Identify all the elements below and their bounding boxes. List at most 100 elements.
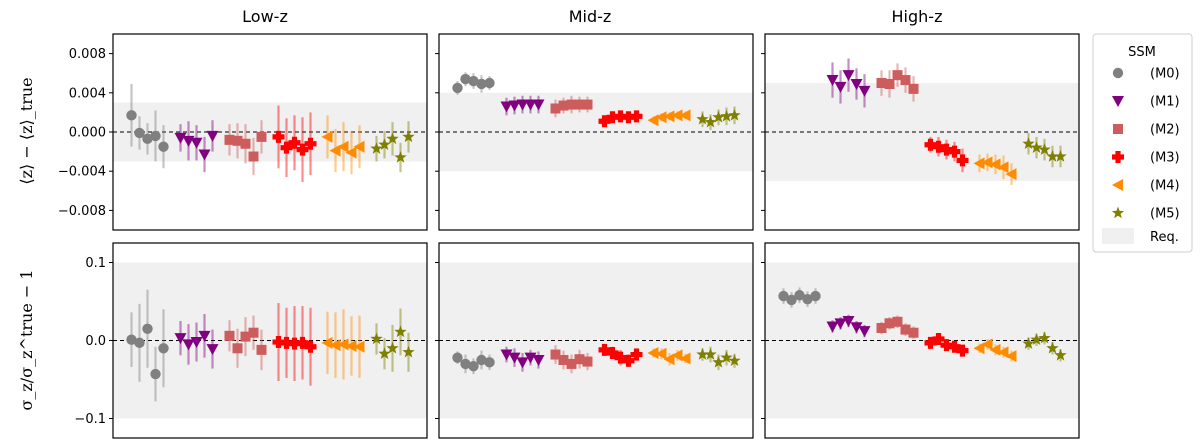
data-point xyxy=(712,355,725,368)
ylabel-top: ⟨z⟩ − ⟨z⟩_true xyxy=(17,77,36,184)
data-point xyxy=(1022,337,1035,349)
data-point xyxy=(134,127,145,139)
data-point xyxy=(1038,143,1051,155)
data-point xyxy=(174,333,187,345)
data-point xyxy=(142,323,153,334)
data-point xyxy=(614,351,627,364)
data-point xyxy=(973,342,985,355)
data-point xyxy=(598,343,611,356)
data-point xyxy=(304,137,317,150)
data-point xyxy=(842,316,855,327)
data-point xyxy=(550,103,561,114)
data-point xyxy=(606,111,619,124)
data-point xyxy=(345,339,357,352)
data-point xyxy=(997,346,1009,359)
data-point xyxy=(940,339,953,352)
data-point xyxy=(532,355,545,366)
data-point xyxy=(826,321,839,333)
data-point xyxy=(663,353,675,366)
data-point xyxy=(728,354,741,367)
data-point xyxy=(679,352,691,365)
data-point xyxy=(956,154,969,167)
data-point xyxy=(272,336,285,349)
data-point xyxy=(484,77,495,89)
data-point xyxy=(337,140,349,153)
legend-band-swatch xyxy=(1102,228,1134,244)
legend-marker xyxy=(1112,96,1124,107)
data-point xyxy=(566,358,577,369)
legend-items: (M0) (M1) (M2) (M3) (M4) (M5) xyxy=(1111,67,1180,222)
data-point xyxy=(924,336,937,349)
data-point xyxy=(256,344,267,355)
data-point xyxy=(892,70,903,81)
data-point xyxy=(370,142,383,154)
legend-band-label: Req. xyxy=(1150,230,1179,245)
data-point xyxy=(532,99,545,111)
data-point xyxy=(378,138,391,150)
data-point xyxy=(460,73,471,85)
data-point xyxy=(1054,348,1067,361)
data-point xyxy=(516,357,529,369)
data-point xyxy=(142,133,153,145)
data-point xyxy=(614,110,627,123)
y-tick-label: 0.1 xyxy=(85,256,106,271)
data-point xyxy=(679,109,691,122)
data-point xyxy=(786,294,797,306)
data-point xyxy=(850,78,863,90)
data-point xyxy=(198,330,211,342)
data-point xyxy=(460,358,471,370)
data-point xyxy=(924,138,937,151)
data-point xyxy=(582,99,593,110)
legend: SSM (M0) (M1) (M2) (M3) (M4) (M5) Req. xyxy=(1092,33,1193,253)
data-point xyxy=(345,146,357,159)
data-point xyxy=(353,340,365,353)
data-point xyxy=(574,99,585,110)
data-point xyxy=(126,110,137,121)
panel-title-high: High-z xyxy=(892,7,943,26)
data-point xyxy=(582,356,593,367)
legend-label: (M1) xyxy=(1150,95,1180,110)
data-point xyxy=(500,349,513,361)
panel-title-low: Low-z xyxy=(242,7,288,26)
panel-r1-c2 xyxy=(761,242,1080,439)
data-point xyxy=(647,346,659,359)
data-point xyxy=(655,347,667,360)
data-point xyxy=(720,351,733,363)
legend-marker xyxy=(1113,124,1123,134)
data-point xyxy=(296,336,309,349)
data-point xyxy=(190,337,203,349)
panel-r1-c1 xyxy=(435,242,754,439)
data-point xyxy=(932,332,945,345)
data-point xyxy=(248,151,259,162)
ylabel-bottom: σ_z/σ_z^true − 1 xyxy=(17,269,36,410)
data-point xyxy=(182,339,195,351)
data-point xyxy=(574,354,585,365)
data-point xyxy=(329,144,341,157)
data-point xyxy=(558,100,569,111)
data-point xyxy=(940,143,953,156)
legend-label: (M3) xyxy=(1150,151,1180,166)
legend-label: (M2) xyxy=(1150,123,1180,138)
data-point xyxy=(802,293,813,305)
data-point xyxy=(720,109,733,122)
data-point xyxy=(981,156,993,169)
data-point xyxy=(508,352,521,364)
data-point xyxy=(622,111,635,124)
data-point xyxy=(337,338,349,351)
data-point xyxy=(1046,341,1059,354)
data-point xyxy=(948,145,961,158)
data-point xyxy=(198,149,211,161)
data-point xyxy=(671,109,683,122)
data-point xyxy=(386,132,399,145)
data-point xyxy=(842,70,855,82)
data-point xyxy=(288,337,301,350)
panels-group: −0.008 −0.004 0.000 0.004 0.008 −0.1 0.0 0.1 xyxy=(58,33,1080,439)
data-point xyxy=(876,323,887,334)
data-point xyxy=(1054,150,1067,162)
legend-marker xyxy=(1111,206,1125,219)
data-point xyxy=(190,137,203,149)
data-point xyxy=(884,318,895,329)
y-tick-label: −0.1 xyxy=(74,412,106,427)
data-point xyxy=(476,354,487,366)
